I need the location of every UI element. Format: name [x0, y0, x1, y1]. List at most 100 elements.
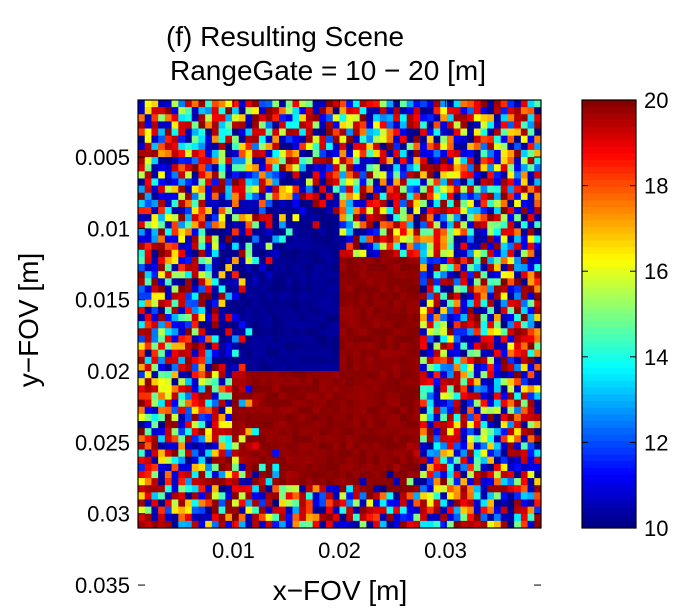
- heatmap-cell: [399, 506, 408, 515]
- heatmap-cell: [151, 292, 159, 301]
- heatmap-cell: [326, 406, 334, 415]
- heatmap-cell: [258, 520, 267, 529]
- heatmap-cell: [144, 271, 152, 279]
- heatmap-cell: [185, 485, 193, 493]
- heatmap-cell: [514, 328, 522, 336]
- heatmap-cell: [426, 442, 434, 450]
- heatmap-cell: [279, 513, 287, 522]
- heatmap-cell: [171, 242, 179, 251]
- heatmap-cell: [258, 157, 267, 165]
- heatmap-cell: [426, 378, 434, 386]
- heatmap-cell: [232, 470, 240, 479]
- heatmap-cell: [386, 306, 394, 315]
- heatmap-cell: [238, 292, 246, 301]
- heatmap-cell: [534, 299, 542, 308]
- heatmap-cell: [446, 335, 455, 343]
- heatmap-cell: [534, 485, 542, 493]
- heatmap-cell: [440, 342, 448, 351]
- heatmap-cell: [527, 142, 535, 151]
- heatmap-cell: [191, 513, 199, 522]
- heatmap-cell: [487, 435, 495, 443]
- heatmap-cell: [238, 478, 246, 486]
- heatmap-cell: [305, 157, 314, 165]
- heatmap-cell: [138, 385, 146, 393]
- heatmap-cell: [285, 121, 293, 129]
- heatmap-cell: [373, 520, 381, 529]
- heatmap-cell: [440, 100, 448, 108]
- heatmap-cell: [332, 463, 340, 472]
- heatmap-cell: [151, 399, 159, 408]
- heatmap-cell: [373, 121, 381, 129]
- heatmap-cell: [500, 456, 508, 465]
- heatmap-cell: [178, 228, 186, 236]
- heatmap-cell: [500, 470, 508, 479]
- heatmap-cell: [379, 335, 387, 343]
- heatmap-cell: [339, 435, 347, 443]
- heatmap-cell: [399, 499, 408, 507]
- heatmap-cell: [211, 178, 219, 186]
- heatmap-cell: [406, 199, 414, 208]
- heatmap-cell: [232, 235, 240, 244]
- heatmap-cell: [527, 314, 535, 322]
- heatmap-cell: [272, 328, 280, 336]
- heatmap-cell: [218, 392, 226, 400]
- heatmap-cell: [406, 385, 414, 393]
- heatmap-cell: [346, 428, 354, 436]
- heatmap-cell: [460, 435, 468, 443]
- heatmap-cell: [205, 171, 213, 179]
- heatmap-cell: [326, 513, 334, 522]
- heatmap-cell: [272, 242, 280, 251]
- heatmap-cell: [218, 406, 226, 415]
- heatmap-cell: [379, 378, 387, 386]
- heatmap-cell: [198, 149, 206, 158]
- heatmap-cell: [413, 463, 421, 472]
- heatmap-cell: [178, 242, 186, 251]
- heatmap-cell: [171, 378, 179, 386]
- heatmap-cell: [420, 356, 428, 365]
- heatmap-cell: [426, 342, 434, 351]
- heatmap-cell: [379, 128, 387, 137]
- heatmap-cell: [527, 328, 535, 336]
- heatmap-cell: [527, 242, 535, 251]
- heatmap-cell: [460, 164, 468, 172]
- heatmap-cell: [393, 485, 401, 493]
- heatmap-cell: [178, 485, 186, 493]
- heatmap-cell: [292, 456, 300, 465]
- heatmap-cell: [440, 107, 448, 115]
- heatmap-cell: [359, 342, 367, 351]
- heatmap-cell: [346, 413, 354, 422]
- heatmap-cell: [279, 328, 287, 336]
- heatmap-cell: [144, 406, 152, 415]
- heatmap-cell: [527, 264, 535, 272]
- heatmap-cell: [386, 235, 394, 244]
- heatmap-cell: [272, 506, 280, 515]
- heatmap-cell: [480, 499, 488, 507]
- heatmap-cell: [379, 392, 387, 400]
- heatmap-cell: [164, 149, 172, 158]
- heatmap-cell: [205, 135, 213, 144]
- heatmap-cell: [205, 149, 213, 158]
- heatmap-cell: [433, 421, 441, 429]
- heatmap-cell: [185, 249, 193, 258]
- heatmap-cell: [352, 264, 361, 272]
- heatmap-cell: [500, 128, 508, 137]
- heatmap-cell: [151, 242, 159, 251]
- heatmap-cell: [520, 456, 528, 465]
- colorbar-swatch: [582, 186, 636, 195]
- colorbar-swatch: [582, 414, 636, 422]
- heatmap-cell: [440, 114, 448, 122]
- heatmap-cell: [399, 385, 408, 393]
- heatmap-cell: [138, 449, 146, 458]
- heatmap-cell: [299, 349, 307, 358]
- heatmap-cell: [473, 392, 481, 400]
- heatmap-cell: [520, 235, 528, 244]
- heatmap-cell: [366, 235, 374, 244]
- heatmap-cell: [339, 406, 347, 415]
- colorbar-swatch: [582, 507, 636, 516]
- heatmap-cell: [144, 306, 152, 315]
- heatmap-cell: [198, 378, 206, 386]
- colorbar-swatch: [582, 126, 636, 134]
- heatmap-cell: [520, 335, 528, 343]
- heatmap-cell: [151, 164, 159, 172]
- heatmap-cell: [500, 221, 508, 229]
